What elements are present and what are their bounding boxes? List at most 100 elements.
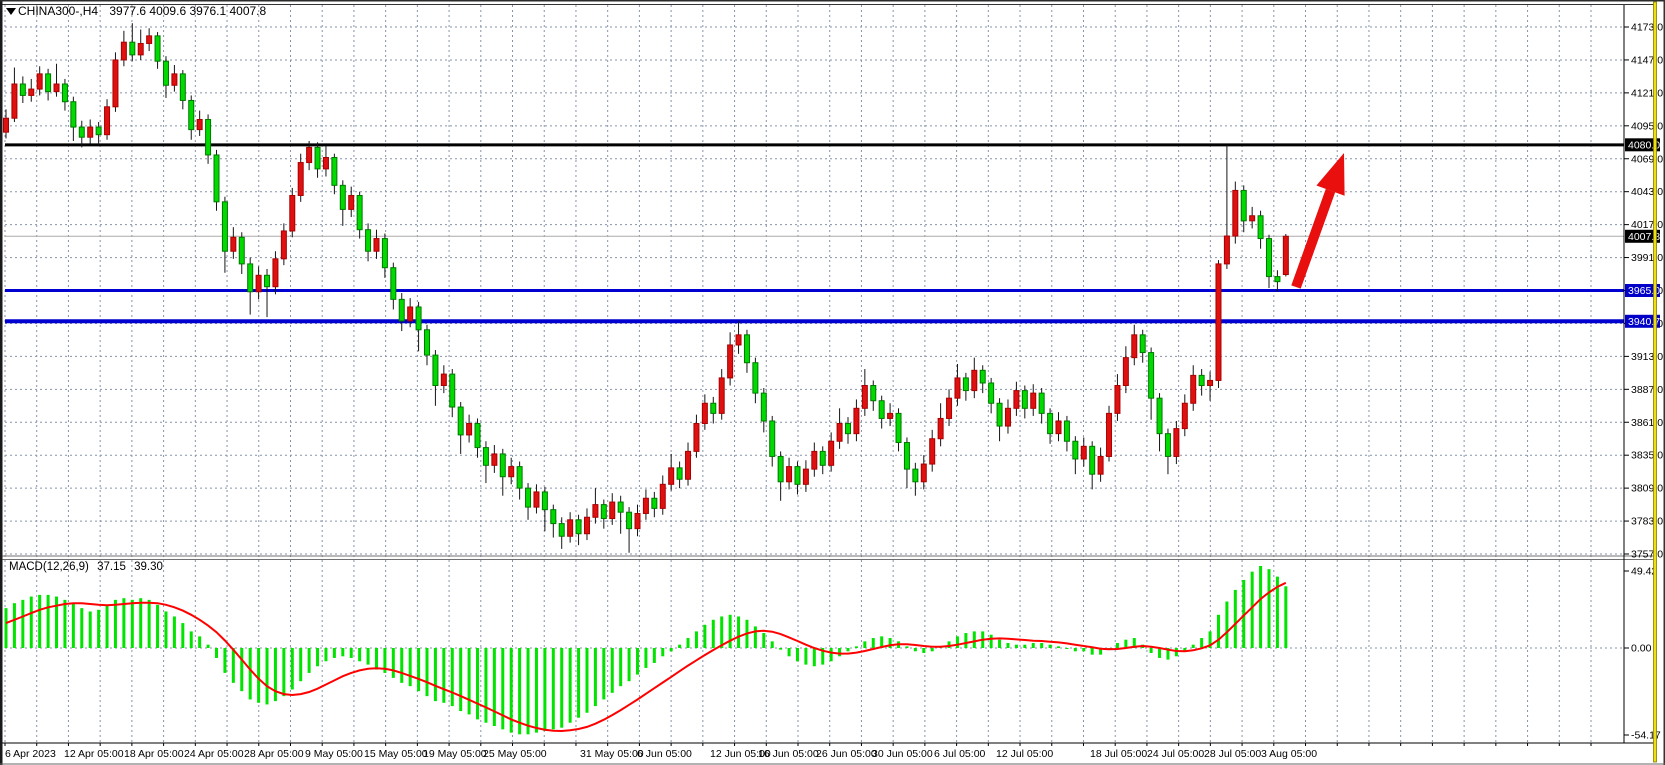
- symbol-dropdown-icon[interactable]: [6, 8, 16, 15]
- candle: [1249, 206, 1256, 229]
- candle: [752, 357, 759, 404]
- macd-bar: [543, 648, 547, 731]
- macd-bar: [880, 636, 884, 648]
- macd-bar: [753, 626, 757, 648]
- gridlines: [4, 5, 1624, 746]
- macd-bar: [97, 609, 101, 648]
- candle: [794, 461, 801, 495]
- trend-arrow[interactable]: [1291, 153, 1345, 289]
- candle: [457, 401, 464, 454]
- macd-bar: [122, 598, 126, 648]
- macd-bar: [644, 648, 648, 668]
- candle: [171, 65, 178, 92]
- candle: [348, 186, 355, 218]
- macd-bar: [273, 648, 277, 702]
- candle: [651, 491, 658, 518]
- date-label: 12 Jun 05:00: [710, 748, 771, 760]
- candle: [1240, 185, 1247, 233]
- candle: [466, 414, 473, 443]
- candle: [1156, 393, 1163, 452]
- macd-histogram-series: [4, 565, 1288, 735]
- date-label: 28 Jul 05:00: [1204, 748, 1261, 760]
- candle: [339, 180, 346, 226]
- date-label: 28 Apr 05:00: [244, 748, 304, 760]
- candle: [1266, 234, 1272, 288]
- candle: [53, 63, 60, 97]
- candle: [440, 365, 447, 394]
- time-axis[interactable]: [0, 744, 1624, 765]
- macd-bar: [1267, 569, 1271, 648]
- candle: [659, 475, 666, 515]
- candle: [802, 460, 809, 492]
- candle: [188, 95, 195, 140]
- macd-bar: [534, 648, 538, 733]
- candle: [322, 146, 329, 177]
- candle: [78, 120, 85, 148]
- macd-bar: [930, 648, 934, 652]
- macd-bar: [501, 648, 505, 730]
- date-label: 25 May 05:00: [483, 748, 547, 760]
- time-axis-labels: 6 Apr 2023 12 Apr 05:00 18 Apr 05:00 24 Apr…: [5, 748, 1317, 760]
- candle: [853, 399, 860, 442]
- candle: [937, 403, 944, 447]
- date-label: 18 Jul 05:00: [1090, 748, 1147, 760]
- date-label: 16 Jun 05:00: [758, 748, 819, 760]
- candle: [1055, 412, 1062, 442]
- candle: [811, 442, 818, 477]
- candle: [903, 437, 910, 489]
- macd-bar: [737, 616, 741, 648]
- macd-bar: [80, 608, 84, 648]
- macd-bar: [711, 619, 715, 648]
- window-left-edge: [0, 0, 3, 765]
- macd-bar: [905, 646, 909, 648]
- date-label: 15 May 05:00: [364, 748, 428, 760]
- candle: [482, 441, 489, 484]
- candle: [356, 191, 363, 239]
- candle: [154, 32, 161, 69]
- date-label: 6 Jul 05:00: [934, 748, 986, 760]
- macd-bar: [1174, 648, 1178, 657]
- candle: [550, 504, 557, 538]
- candle: [727, 332, 734, 386]
- candle: [36, 66, 43, 96]
- macd-bar: [324, 648, 328, 662]
- macd-bar: [1023, 644, 1027, 648]
- macd-bar: [871, 638, 875, 648]
- macd-bar: [1073, 648, 1077, 652]
- macd-bar: [703, 624, 707, 648]
- macd-bar: [265, 648, 269, 705]
- candlestick-series: [3, 23, 1289, 553]
- candle: [567, 512, 574, 543]
- candle: [221, 196, 228, 273]
- candle: [247, 257, 254, 315]
- candle: [1215, 260, 1222, 389]
- macd-bar: [1057, 646, 1060, 648]
- candle: [634, 504, 641, 537]
- macd-bar: [206, 644, 210, 648]
- candle: [407, 298, 414, 328]
- macd-bar: [12, 603, 16, 648]
- macd-bar: [248, 648, 252, 700]
- macd-bar: [442, 648, 446, 703]
- date-label: 19 May 05:00: [423, 748, 487, 760]
- price-axis[interactable]: [1625, 0, 1659, 743]
- candle: [398, 293, 405, 332]
- macd-bar: [1233, 589, 1237, 648]
- candle: [314, 142, 321, 178]
- macd-bar: [358, 648, 362, 662]
- candle: [760, 388, 767, 433]
- candle: [196, 110, 203, 136]
- macd-bar: [526, 648, 530, 735]
- candle: [609, 493, 616, 525]
- macd-indicator-label: MACD(12,26,9) 37.15 39.30: [9, 561, 168, 573]
- candle: [272, 251, 279, 295]
- macd-bar: [1115, 643, 1119, 648]
- price-badge-label: 4080.0: [1628, 139, 1660, 151]
- candle: [1004, 399, 1011, 434]
- candle: [819, 446, 826, 475]
- date-label: 3 Aug 05:00: [1261, 748, 1317, 760]
- macd-bar: [678, 644, 682, 648]
- macd-bar: [307, 648, 311, 673]
- candle: [508, 457, 515, 485]
